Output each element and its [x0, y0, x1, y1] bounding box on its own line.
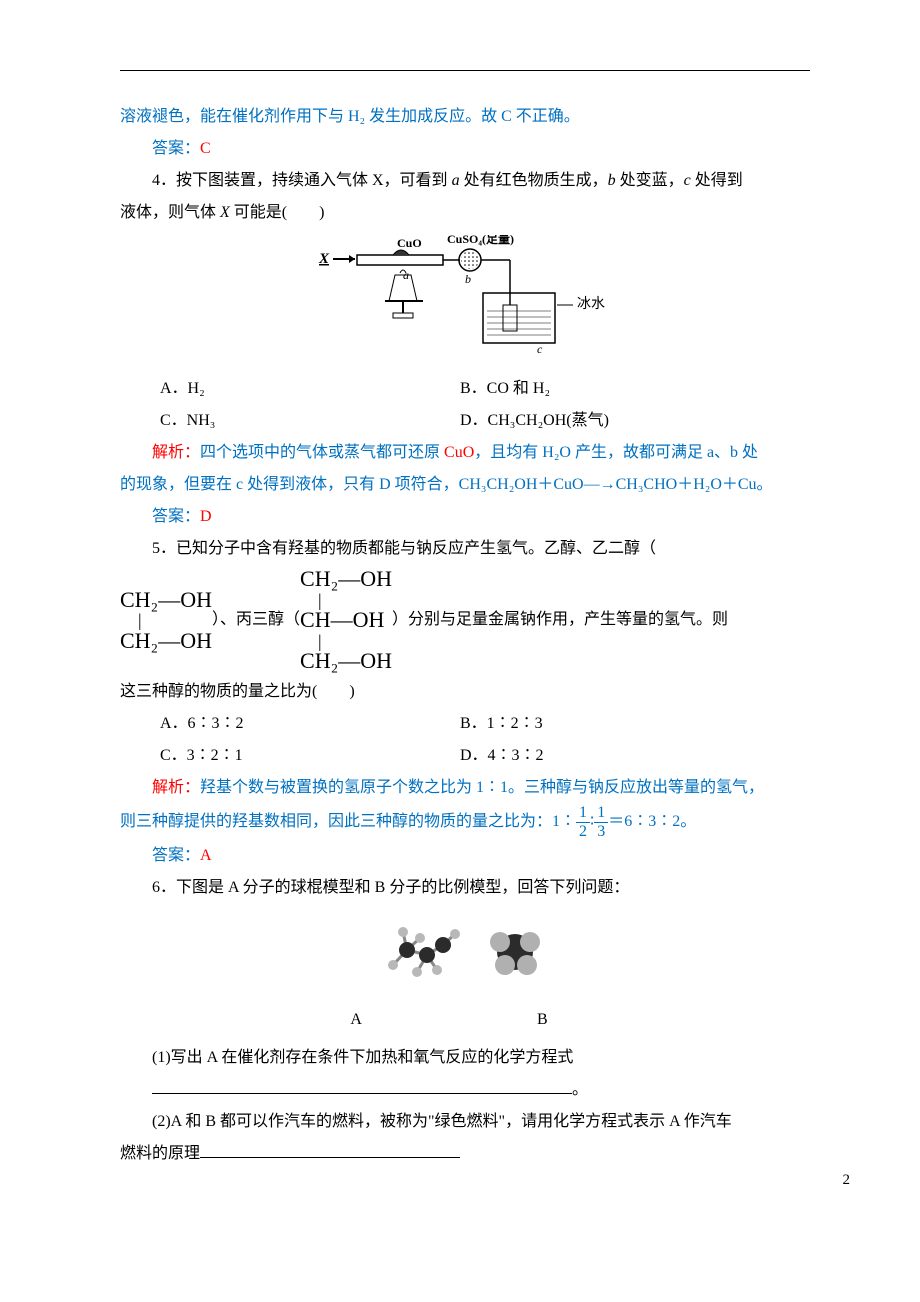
q5-option-d: D．4∶3∶2 [460, 740, 810, 772]
diagram-label-cuso4: CuSO₄(足量) [447, 235, 514, 246]
q5-option-b: B．1∶2∶3 [460, 708, 810, 740]
diagram-label-ice: 冰水 [577, 296, 605, 312]
q5-text-c: ）分别与足量金属钠作用，产生等量的氢气。则 [392, 611, 728, 628]
answer-label: 答案： [152, 847, 200, 864]
q4-explanation-line1: 解析：四个选项中的气体或蒸气都可还原 CuO，且均有 H₂O 产生，故都可满足 … [120, 437, 810, 469]
fill-blank-line [200, 1142, 460, 1158]
q5-text-b: ）、丙三醇（ [212, 611, 300, 628]
models-svg [365, 910, 565, 990]
q4-var-b: b [608, 172, 616, 189]
q4-expl-b: ，且均有 H₂O 产生，故都可满足 a、b 处 [474, 444, 758, 461]
diagram-label-x: X [318, 251, 330, 267]
answer-5: 答案：A [120, 840, 810, 872]
q6-sub2-b: 燃料的原理 [120, 1145, 200, 1162]
q4-option-d: D．CH₃CH₂OH(蒸气) [460, 405, 810, 437]
question-5-stem-line1: 5．已知分子中含有羟基的物质都能与钠反应产生氢气。乙醇、乙二醇（ [120, 533, 810, 565]
answer-label: 答案： [152, 140, 200, 157]
q5-explanation-line2: 则三种醇提供的羟基数相同，因此三种醇的物质的量之比为：1∶12∶13＝6∶3∶2… [120, 804, 810, 840]
q4-option-a: A．H₂ [160, 373, 460, 405]
diagram-label-cuo: CuO [397, 236, 422, 250]
frac-1-3: 13 [594, 804, 608, 840]
glycerol-r3: CH₂—OH [300, 647, 392, 676]
frac-1-2: 12 [576, 804, 590, 840]
q4-expl-cu: CuO [440, 444, 474, 461]
answer-label: 答案： [152, 508, 200, 525]
apparatus-diagram: X CuO a b CuSO₄(足量) [315, 235, 615, 355]
question-6-sub2-line2: 燃料的原理 [120, 1138, 810, 1170]
q4-options-ab: A．H₂ B．CO 和 H₂ [160, 373, 810, 405]
q4-var-a: a [452, 172, 460, 189]
glycerol-r2: CH—OH [300, 606, 392, 635]
glycerol-structure: CH₂—OH | CH—OH | CH₂—OH [300, 565, 392, 676]
expl-label: 解析： [152, 779, 200, 796]
answer-4: 答案：D [120, 501, 810, 533]
period: 。 [572, 1081, 588, 1098]
question-6-sub2-line1: (2)A 和 B 都可以作汽车的燃料，被称为"绿色燃料"，请用化学方程式表示 A… [120, 1106, 810, 1138]
q5-options-ab: A．6∶3∶2 B．1∶2∶3 [160, 708, 810, 740]
q5-expl-a: 羟基个数与被置换的氢原子个数之比为 1∶1。三种醇与钠反应放出等量的氢气， [200, 779, 764, 796]
q4-l2-c: 可能是( ) [230, 204, 325, 221]
diagram-label-c: c [537, 342, 543, 355]
q4-options-cd: C．NH₃ D．CH₃CH₂OH(蒸气) [160, 405, 810, 437]
q5-option-a: A．6∶3∶2 [160, 708, 460, 740]
fill-blank-line [152, 1078, 572, 1094]
q5-options-cd: C．3∶2∶1 D．4∶3∶2 [160, 740, 810, 772]
glycerol-r1: CH₂—OH [300, 565, 392, 594]
diagram-label-b: b [465, 272, 471, 286]
question-6-blank1: 。 [120, 1074, 810, 1106]
question-6-sub1: (1)写出 A 在催化剂存在条件下加热和氧气反应的化学方程式 [120, 1042, 810, 1074]
q4-explanation-line2: 的现象，但要在 c 处得到液体，只有 D 项符合，CH₃CH₂OH＋CuO―→C… [120, 469, 810, 501]
page-top-rule [120, 70, 810, 71]
glycol-r1: CH₂—OH [120, 586, 212, 615]
models-labels: A B [120, 1004, 810, 1036]
q5-option-c: C．3∶2∶1 [160, 740, 460, 772]
answer-value: A [200, 847, 212, 864]
question-4-stem-line2: 液体，则气体 X 可能是( ) [120, 197, 810, 229]
question-4-stem-line1: 4．按下图装置，持续通入气体 X，可看到 a 处有红色物质生成，b 处变蓝，c … [120, 165, 810, 197]
page-number: 2 [843, 1165, 851, 1195]
answer-3: 答案：C [120, 133, 810, 165]
glycol-r2: CH₂—OH [120, 627, 212, 656]
q4-text-g: 处得到 [691, 172, 743, 189]
q5-expl-b-pre: 则三种醇提供的羟基数相同，因此三种醇的物质的量之比为：1∶ [120, 813, 576, 830]
question-4-diagram: X CuO a b CuSO₄(足量) [120, 235, 810, 367]
q4-option-b: B．CO 和 H₂ [460, 373, 810, 405]
answer-value: D [200, 508, 212, 525]
q5-expl-b-post: ＝6∶3∶2。 [608, 813, 696, 830]
question-6-stem: 6．下图是 A 分子的球棍模型和 B 分子的比例模型，回答下列问题： [120, 872, 810, 904]
q4-text-c: 处有红色物质生成， [460, 172, 608, 189]
question-5-stem-line3: 这三种醇的物质的量之比为( ) [120, 676, 810, 708]
expl-label: 解析： [152, 444, 200, 461]
q4-var-x: X [220, 204, 230, 221]
q4-l2-a: 液体，则气体 [120, 204, 220, 221]
model-a [388, 927, 460, 977]
glycol-structure: CH₂—OH | CH₂—OH [120, 586, 212, 656]
q4-text-a: 4．按下图装置，持续通入气体 X，可看到 [152, 172, 452, 189]
q4-text-e: 处变蓝， [616, 172, 684, 189]
q4-expl-a: 四个选项中的气体或蒸气都可还原 [200, 444, 440, 461]
q5-explanation-line1: 解析：羟基个数与被置换的氢原子个数之比为 1∶1。三种醇与钠反应放出等量的氢气， [120, 772, 810, 804]
prev-answer-tail: 溶液褪色，能在催化剂作用下与 H₂ 发生加成反应。故 C 不正确。 [120, 101, 810, 133]
molecular-models [120, 910, 810, 1002]
question-5-structures: CH₂—OH | CH₂—OH ）、丙三醇（ CH₂—OH | CH—OH | … [120, 565, 810, 676]
q4-option-c: C．NH₃ [160, 405, 460, 437]
q4-var-c: c [684, 172, 691, 189]
model-b [490, 932, 540, 975]
answer-value: C [200, 140, 211, 157]
